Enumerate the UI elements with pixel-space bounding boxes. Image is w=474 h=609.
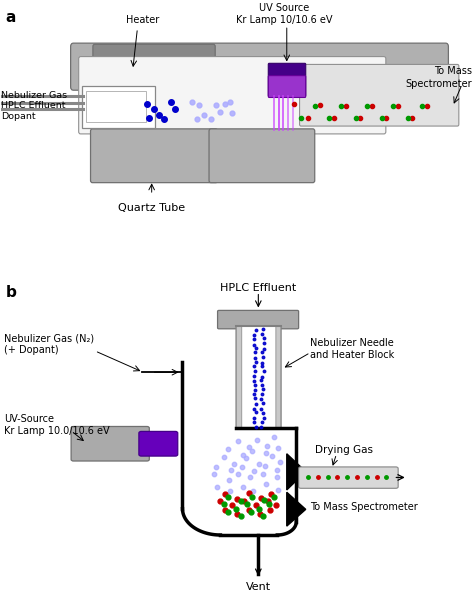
- FancyBboxPatch shape: [139, 431, 178, 456]
- Text: UV-Source
Kr Lamp 10.0/10.6 eV: UV-Source Kr Lamp 10.0/10.6 eV: [4, 414, 109, 436]
- FancyBboxPatch shape: [236, 326, 281, 428]
- Text: HPLC Effluent: HPLC Effluent: [220, 283, 296, 293]
- Text: HPLC Effluent: HPLC Effluent: [1, 101, 65, 110]
- Text: To Mass Spectrometer: To Mass Spectrometer: [310, 502, 418, 512]
- Text: Nebulizer Needle
and Heater Block: Nebulizer Needle and Heater Block: [310, 338, 395, 361]
- Text: Heater: Heater: [126, 15, 159, 25]
- Text: UV Source
Kr Lamp 10/10.6 eV: UV Source Kr Lamp 10/10.6 eV: [236, 3, 333, 25]
- Text: Drying Gas: Drying Gas: [315, 446, 373, 456]
- FancyBboxPatch shape: [71, 43, 448, 90]
- Polygon shape: [287, 492, 306, 526]
- Bar: [86, 91, 146, 122]
- Text: Vent: Vent: [246, 582, 271, 592]
- Text: Quartz Tube: Quartz Tube: [118, 203, 185, 213]
- FancyBboxPatch shape: [268, 76, 306, 97]
- FancyBboxPatch shape: [79, 57, 386, 134]
- FancyBboxPatch shape: [71, 426, 149, 461]
- FancyBboxPatch shape: [242, 326, 276, 428]
- Text: Nebulizer Gas: Nebulizer Gas: [1, 91, 67, 100]
- FancyBboxPatch shape: [218, 311, 299, 329]
- FancyBboxPatch shape: [300, 65, 459, 126]
- Polygon shape: [287, 454, 306, 490]
- FancyBboxPatch shape: [93, 44, 215, 89]
- Text: Nebulizer Gas (N₂)
(+ Dopant): Nebulizer Gas (N₂) (+ Dopant): [4, 333, 94, 356]
- Text: b: b: [6, 285, 17, 300]
- FancyBboxPatch shape: [209, 129, 315, 183]
- Text: Dopant: Dopant: [1, 112, 36, 121]
- Text: To Mass
Spectrometer: To Mass Spectrometer: [405, 66, 472, 88]
- Bar: [82, 86, 155, 128]
- Text: a: a: [6, 10, 16, 25]
- FancyBboxPatch shape: [299, 467, 398, 488]
- FancyBboxPatch shape: [91, 129, 218, 183]
- FancyBboxPatch shape: [268, 63, 306, 96]
